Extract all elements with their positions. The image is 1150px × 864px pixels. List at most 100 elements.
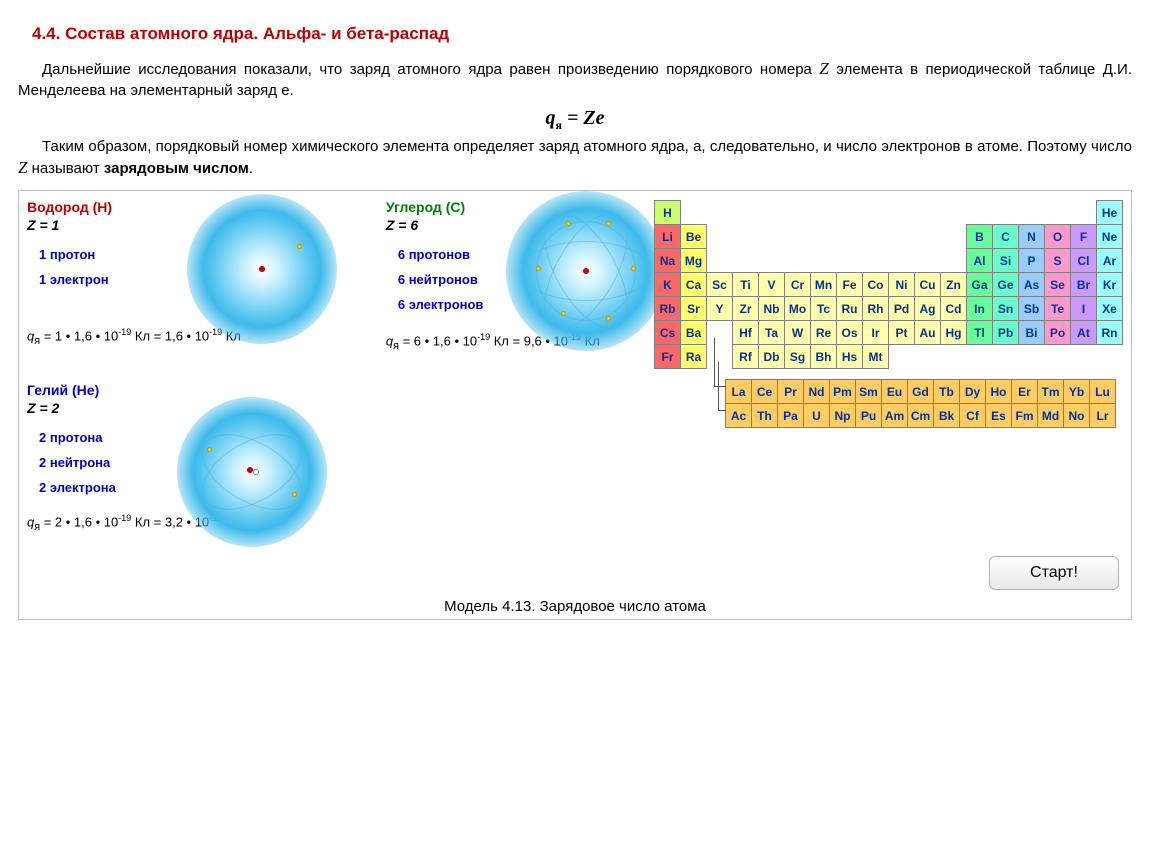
element-B[interactable]: B: [966, 224, 993, 249]
element-Lu[interactable]: Lu: [1089, 379, 1116, 404]
element-Se[interactable]: Se: [1044, 272, 1071, 297]
element-Y[interactable]: Y: [706, 296, 733, 321]
element-Am[interactable]: Am: [881, 403, 908, 428]
element-Np[interactable]: Np: [829, 403, 856, 428]
element-Ta[interactable]: Ta: [758, 320, 785, 345]
element-Hg[interactable]: Hg: [940, 320, 967, 345]
element-Dy[interactable]: Dy: [959, 379, 986, 404]
element-N[interactable]: N: [1018, 224, 1045, 249]
element-Fm[interactable]: Fm: [1011, 403, 1038, 428]
element-Md[interactable]: Md: [1037, 403, 1064, 428]
element-H[interactable]: H: [654, 200, 681, 225]
element-Yb[interactable]: Yb: [1063, 379, 1090, 404]
element-I[interactable]: I: [1070, 296, 1097, 321]
element-Ra[interactable]: Ra: [680, 344, 707, 369]
element-Mo[interactable]: Mo: [784, 296, 811, 321]
element-Sn[interactable]: Sn: [992, 296, 1019, 321]
element-Pd[interactable]: Pd: [888, 296, 915, 321]
element-In[interactable]: In: [966, 296, 993, 321]
element-Ne[interactable]: Ne: [1096, 224, 1123, 249]
element-Rn[interactable]: Rn: [1096, 320, 1123, 345]
element-Os[interactable]: Os: [836, 320, 863, 345]
element-Lr[interactable]: Lr: [1089, 403, 1116, 428]
element-Ru[interactable]: Ru: [836, 296, 863, 321]
element-Pt[interactable]: Pt: [888, 320, 915, 345]
element-Db[interactable]: Db: [758, 344, 785, 369]
element-Cr[interactable]: Cr: [784, 272, 811, 297]
element-Sm[interactable]: Sm: [855, 379, 882, 404]
element-Bh[interactable]: Bh: [810, 344, 837, 369]
element-Ge[interactable]: Ge: [992, 272, 1019, 297]
element-Tc[interactable]: Tc: [810, 296, 837, 321]
element-Sg[interactable]: Sg: [784, 344, 811, 369]
element-Mg[interactable]: Mg: [680, 248, 707, 273]
element-Be[interactable]: Be: [680, 224, 707, 249]
element-Te[interactable]: Te: [1044, 296, 1071, 321]
element-Gd[interactable]: Gd: [907, 379, 934, 404]
element-Fe[interactable]: Fe: [836, 272, 863, 297]
element-Fr[interactable]: Fr: [654, 344, 681, 369]
element-V[interactable]: V: [758, 272, 785, 297]
element-Ti[interactable]: Ti: [732, 272, 759, 297]
element-Pm[interactable]: Pm: [829, 379, 856, 404]
element-Ag[interactable]: Ag: [914, 296, 941, 321]
element-Sb[interactable]: Sb: [1018, 296, 1045, 321]
element-Cm[interactable]: Cm: [907, 403, 934, 428]
element-Po[interactable]: Po: [1044, 320, 1071, 345]
element-Au[interactable]: Au: [914, 320, 941, 345]
element-Pu[interactable]: Pu: [855, 403, 882, 428]
element-P[interactable]: P: [1018, 248, 1045, 273]
element-W[interactable]: W: [784, 320, 811, 345]
element-Ce[interactable]: Ce: [751, 379, 778, 404]
element-Ac[interactable]: Ac: [725, 403, 752, 428]
element-Ho[interactable]: Ho: [985, 379, 1012, 404]
element-Er[interactable]: Er: [1011, 379, 1038, 404]
element-Br[interactable]: Br: [1070, 272, 1097, 297]
element-Si[interactable]: Si: [992, 248, 1019, 273]
element-Rb[interactable]: Rb: [654, 296, 681, 321]
element-Th[interactable]: Th: [751, 403, 778, 428]
element-Pb[interactable]: Pb: [992, 320, 1019, 345]
element-Ca[interactable]: Ca: [680, 272, 707, 297]
element-Nd[interactable]: Nd: [803, 379, 830, 404]
element-Bk[interactable]: Bk: [933, 403, 960, 428]
element-No[interactable]: No: [1063, 403, 1090, 428]
element-Rf[interactable]: Rf: [732, 344, 759, 369]
element-Hs[interactable]: Hs: [836, 344, 863, 369]
element-C[interactable]: C: [992, 224, 1019, 249]
element-Zn[interactable]: Zn: [940, 272, 967, 297]
element-Ir[interactable]: Ir: [862, 320, 889, 345]
element-U[interactable]: U: [803, 403, 830, 428]
element-O[interactable]: O: [1044, 224, 1071, 249]
element-Mt[interactable]: Mt: [862, 344, 889, 369]
element-Bi[interactable]: Bi: [1018, 320, 1045, 345]
element-Nb[interactable]: Nb: [758, 296, 785, 321]
element-Xe[interactable]: Xe: [1096, 296, 1123, 321]
element-K[interactable]: K: [654, 272, 681, 297]
element-Cf[interactable]: Cf: [959, 403, 986, 428]
element-At[interactable]: At: [1070, 320, 1097, 345]
element-Sc[interactable]: Sc: [706, 272, 733, 297]
element-Al[interactable]: Al: [966, 248, 993, 273]
element-Li[interactable]: Li: [654, 224, 681, 249]
element-Tl[interactable]: Tl: [966, 320, 993, 345]
element-Eu[interactable]: Eu: [881, 379, 908, 404]
element-Na[interactable]: Na: [654, 248, 681, 273]
element-Co[interactable]: Co: [862, 272, 889, 297]
element-Tb[interactable]: Tb: [933, 379, 960, 404]
element-Mn[interactable]: Mn: [810, 272, 837, 297]
element-As[interactable]: As: [1018, 272, 1045, 297]
element-Zr[interactable]: Zr: [732, 296, 759, 321]
element-Ni[interactable]: Ni: [888, 272, 915, 297]
element-Ga[interactable]: Ga: [966, 272, 993, 297]
element-La[interactable]: La: [725, 379, 752, 404]
element-Pa[interactable]: Pa: [777, 403, 804, 428]
element-Sr[interactable]: Sr: [680, 296, 707, 321]
element-Cd[interactable]: Cd: [940, 296, 967, 321]
element-Tm[interactable]: Tm: [1037, 379, 1064, 404]
element-S[interactable]: S: [1044, 248, 1071, 273]
element-Hf[interactable]: Hf: [732, 320, 759, 345]
element-Cl[interactable]: Cl: [1070, 248, 1097, 273]
element-Cu[interactable]: Cu: [914, 272, 941, 297]
element-F[interactable]: F: [1070, 224, 1097, 249]
